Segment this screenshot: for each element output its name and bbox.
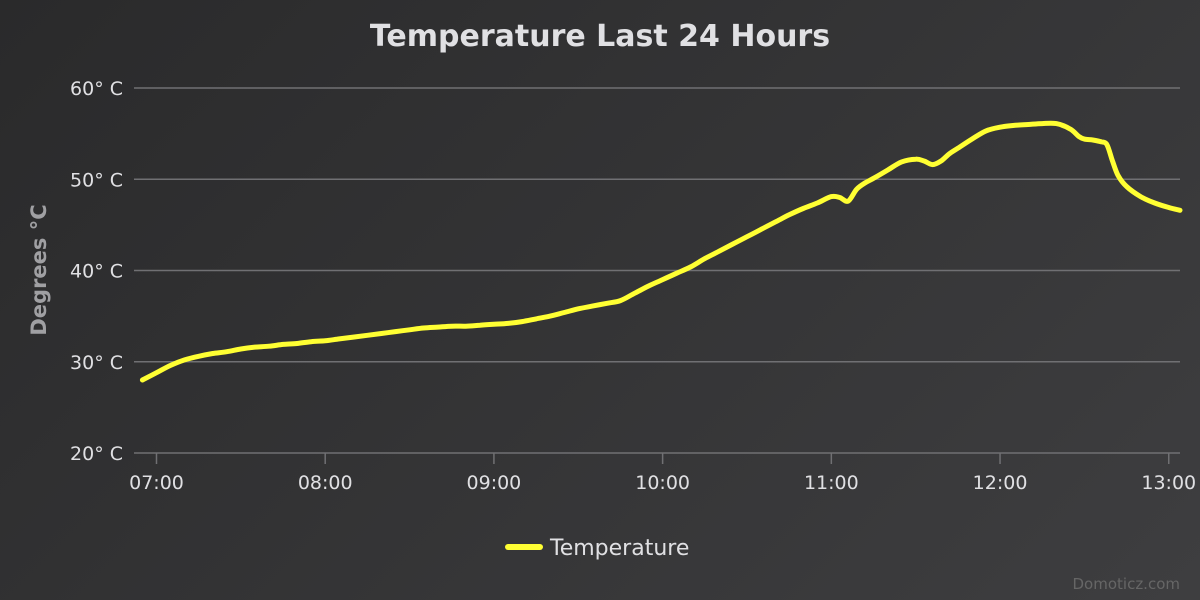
credits-link[interactable]: Domoticz.com [1073,575,1181,593]
x-tick-label: 09:00 [467,472,522,494]
y-tick-label: 60° C [70,78,123,100]
y-tick-label: 50° C [70,169,123,191]
y-tick-label: 40° C [70,261,123,283]
y-tick-label: 30° C [70,352,123,374]
x-tick-label: 13:00 [1141,472,1196,494]
series-line-temperature[interactable] [139,120,1183,383]
x-axis-ticks: 07:00 08:00 09:00 10:00 11:00 12:00 13:00 [129,453,1196,494]
x-tick-label: 07:00 [129,472,184,494]
chart-title: Temperature Last 24 Hours [370,19,830,54]
x-tick-label: 12:00 [973,472,1028,494]
legend-item-temperature[interactable]: Temperature [549,536,689,561]
x-tick-label: 10:00 [635,472,690,494]
y-axis-title: Degrees °C [27,204,51,335]
grid [134,87,1180,363]
legend[interactable]: Temperature [505,536,689,561]
x-tick-label: 11:00 [804,472,859,494]
y-axis-ticks: 20° C 30° C 40° C 50° C 60° C [70,78,123,465]
y-tick-label: 20° C [70,443,123,465]
x-tick-label: 08:00 [298,472,353,494]
series-group [139,120,1183,383]
